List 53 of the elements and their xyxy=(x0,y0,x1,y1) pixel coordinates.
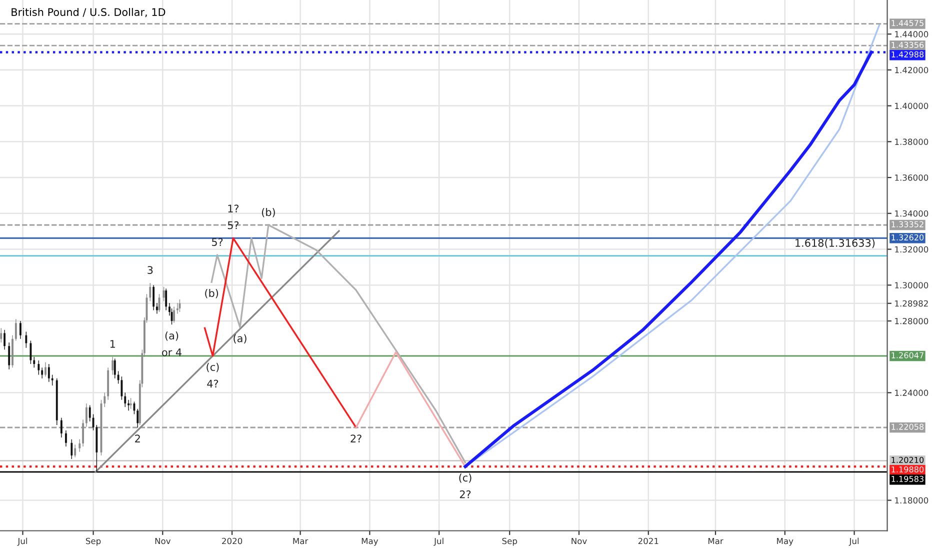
annotation: 1.618(1.31633) xyxy=(796,238,875,248)
annotation: 1 xyxy=(110,340,115,348)
annotation: 2? xyxy=(460,490,471,498)
annotation: 2 xyxy=(135,434,140,442)
ref-line-label: 1.42988 xyxy=(892,51,924,58)
ref-line-label: 1.44575 xyxy=(892,20,924,26)
y-tick-label: 1.36000 xyxy=(895,174,928,181)
ref-line-label: 1.19583 xyxy=(892,476,924,482)
annotation: 5? xyxy=(212,238,223,246)
annotation: 3 xyxy=(148,266,153,274)
x-tick-label: Sep xyxy=(502,538,518,546)
annotation: (a) xyxy=(234,334,246,344)
y-tick-label: 1.38000 xyxy=(895,138,928,145)
x-tick-label: Sep xyxy=(86,538,101,546)
annotation: (a) xyxy=(165,332,178,341)
annotation: or 4 xyxy=(162,348,182,356)
annotation: (c) xyxy=(459,474,472,483)
y-tick-label: 1.40000 xyxy=(895,102,928,110)
annotation: 5? xyxy=(228,221,239,230)
x-tick-label: Jul xyxy=(17,538,27,546)
annotation: (c) xyxy=(206,362,219,372)
annotation: (b) xyxy=(262,208,275,218)
y-tick-label: 1.34000 xyxy=(895,210,928,217)
y-tick-label: 1.18000 xyxy=(895,497,928,504)
ref-line-label: 1.32620 xyxy=(892,234,924,240)
annotation: 1? xyxy=(228,204,239,212)
x-tick-label: Jul xyxy=(848,538,859,546)
ref-line-label: 1.22058 xyxy=(892,424,924,430)
annotation: (b) xyxy=(205,288,218,298)
ref-line-label: 1.19880 xyxy=(892,466,924,472)
x-tick-label: 2021 xyxy=(638,538,658,544)
y-tick-label: 1.32000 xyxy=(895,246,928,253)
ref-line-label: 1.33352 xyxy=(892,221,924,228)
x-tick-label: 2020 xyxy=(222,538,242,544)
annotation: 4? xyxy=(207,380,218,388)
x-tick-label: Jul xyxy=(434,538,444,546)
y-tick-label: 1.44000 xyxy=(895,31,928,38)
x-tick-label: Nov xyxy=(155,538,171,544)
y-tick-label: 1.42000 xyxy=(895,66,928,74)
x-tick-label: May xyxy=(777,538,794,546)
ref-line-label: 1.43356 xyxy=(892,42,924,48)
ref-line-label: 1.20210 xyxy=(892,456,924,463)
x-tick-label: Mar xyxy=(293,538,308,544)
ref-line-label: 1.26047 xyxy=(892,352,924,358)
y-tick-label: 1.30000 xyxy=(895,282,928,288)
text: British Pound / U.S. Dollar, 1D xyxy=(12,8,166,18)
x-tick-label: Mar xyxy=(708,538,724,544)
y-tick-label: 1.28000 xyxy=(895,318,928,324)
y-tick-label: 1.24000 xyxy=(895,390,928,396)
x-tick-label: May xyxy=(362,538,378,546)
x-tick-label: Nov xyxy=(572,538,587,544)
y-tick-label: 1.28982 xyxy=(895,300,928,307)
annotation: 2? xyxy=(350,434,362,442)
